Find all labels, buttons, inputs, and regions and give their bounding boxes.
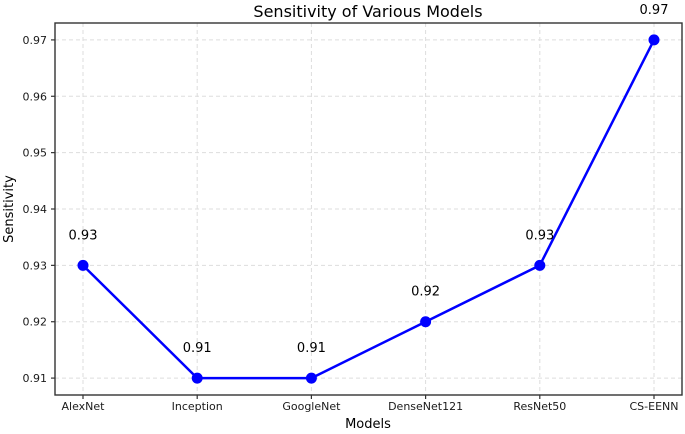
y-tick-label: 0.93 xyxy=(23,259,48,272)
point-value-label: 0.97 xyxy=(640,3,669,18)
point-value-label: 0.91 xyxy=(183,341,212,356)
data-point-marker xyxy=(534,259,546,271)
x-tick-label: ResNet50 xyxy=(513,400,566,413)
x-axis-label: Models xyxy=(345,417,391,432)
y-tick-label: 0.92 xyxy=(23,316,48,329)
axes-and-ticks: 0.91 0.92 0.93 0.94 0.95 0.96 0.97 AlexNet Incep… xyxy=(23,22,683,413)
series-line xyxy=(81,38,656,380)
point-value-label: 0.93 xyxy=(525,228,554,243)
data-point-marker xyxy=(648,34,660,46)
chart-title: Sensitivity of Various Models xyxy=(253,2,482,21)
data-point-marker xyxy=(305,372,317,384)
point-value-label: 0.93 xyxy=(69,228,98,243)
x-tick-label: DenseNet121 xyxy=(388,400,463,413)
y-tick-label: 0.94 xyxy=(23,203,48,216)
point-value-label: 0.92 xyxy=(411,285,440,300)
y-tick-label: 0.91 xyxy=(23,372,48,385)
y-axis-label: Sensitivity xyxy=(2,175,17,243)
data-point-marker xyxy=(77,259,89,271)
y-tick-label: 0.95 xyxy=(23,147,48,160)
data-series: 0.93 0.91 0.91 0.92 0.93 0.97 xyxy=(69,3,669,384)
grid-lines xyxy=(55,23,682,395)
point-value-label: 0.91 xyxy=(297,341,326,356)
x-tick-label: AlexNet xyxy=(62,400,106,413)
x-tick-label: CS-EENN xyxy=(630,400,679,413)
x-tick-label: Inception xyxy=(172,400,223,413)
x-tick-label: GoogleNet xyxy=(282,400,341,413)
data-point-marker xyxy=(420,316,432,328)
data-point-marker xyxy=(191,372,203,384)
y-tick-label: 0.96 xyxy=(23,90,48,103)
y-tick-label: 0.97 xyxy=(23,34,48,47)
